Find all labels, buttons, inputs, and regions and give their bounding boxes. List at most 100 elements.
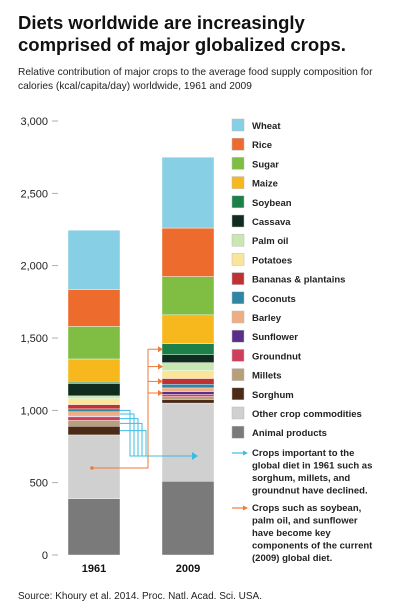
- annotation-arrowhead-rise: [158, 346, 163, 353]
- bar-segment-2009-sugar: [161, 276, 215, 316]
- annotation-arrowhead-rise: [158, 363, 163, 370]
- bar-segment-2009-barley: [161, 387, 215, 392]
- legend-swatch: [231, 349, 245, 362]
- legend-label: Sunflower: [252, 332, 298, 343]
- annotation-arrowhead-decline: [192, 452, 198, 460]
- note-text-line: palm oil, and sunflower: [252, 516, 358, 527]
- note-text-line: (2009) global diet.: [252, 553, 332, 564]
- legend-label: Palm oil: [252, 236, 288, 247]
- note-text-line: Crops such as soybean,: [252, 503, 361, 514]
- bar-segment-2009-sunflower: [161, 391, 215, 395]
- legend-swatch: [231, 387, 245, 401]
- note-text-line: components of the current: [252, 541, 373, 552]
- bar-segment-2009-bananas-plantains: [161, 378, 215, 385]
- annotation-arrowhead-rise: [158, 378, 163, 385]
- bar-segment-1961-bananas-plantains: [67, 404, 121, 410]
- legend-swatch: [231, 329, 245, 343]
- legend-label: Wheat: [252, 121, 281, 132]
- legend-swatch: [231, 157, 245, 170]
- y-tick-label: 2,500: [20, 188, 48, 200]
- legend-swatch: [231, 233, 245, 247]
- bar-segment-2009-animal-products: [161, 481, 215, 556]
- legend-label: Coconuts: [252, 294, 296, 305]
- legend-swatch: [231, 195, 245, 209]
- x-category-label: 2009: [176, 563, 200, 575]
- note-text-line: groundnut have declined.: [252, 486, 368, 497]
- legend-label: Other crop commodities: [252, 409, 362, 420]
- legend-label: Animal products: [252, 428, 327, 439]
- legend-label: Rice: [252, 140, 272, 151]
- bar-segment-2009-maize: [161, 314, 215, 344]
- annotation-arrow-decline: [120, 430, 192, 457]
- bar-segment-1961-coconuts: [67, 408, 121, 412]
- bar-segment-1961-millets: [67, 420, 121, 427]
- legend-swatch: [231, 137, 245, 151]
- bar-segment-2009-palm-oil: [161, 362, 215, 371]
- legend-swatch: [231, 272, 245, 285]
- note-marker-head: [243, 450, 248, 456]
- legend-label: Sorghum: [252, 390, 294, 401]
- legend-swatch: [231, 406, 245, 420]
- bar-segment-1961-sorghum: [67, 426, 121, 436]
- legend-swatch: [231, 214, 245, 228]
- bar-segment-2009-coconuts: [161, 384, 215, 389]
- legend-label: Barley: [252, 313, 282, 324]
- legend-label: Bananas & plantains: [252, 275, 345, 286]
- bar-segment-1961-groundnut: [67, 416, 121, 421]
- note-text-line: have become key: [252, 528, 331, 539]
- legend-label: Cassava: [252, 217, 291, 228]
- bar-segment-1961-maize: [67, 358, 121, 383]
- y-tick-label: 1,500: [20, 333, 48, 345]
- bar-segment-1961-palm-oil: [67, 395, 121, 399]
- bar-segment-2009-sorghum: [161, 399, 215, 404]
- bar-segment-1961-wheat: [67, 230, 121, 290]
- page-subtitle: Relative contribution of major crops to …: [18, 67, 373, 92]
- source-note: Source: Khoury et al. 2014. Proc. Natl. …: [18, 591, 263, 602]
- note-text-line: global diet in 1961 such as: [252, 461, 372, 472]
- bar-segment-2009-rice: [161, 227, 215, 277]
- bar-segment-1961-sugar: [67, 326, 121, 360]
- annotation-arrowhead-rise: [158, 389, 163, 396]
- y-tick-label: 3,000: [20, 116, 48, 128]
- legend-label: Millets: [252, 371, 282, 382]
- bar-segment-2009-cassava: [161, 354, 215, 363]
- bar-segment-2009-wheat: [161, 156, 215, 229]
- bar-segment-2009-other-crop-commodities: [161, 402, 215, 482]
- x-category-label: 1961: [82, 563, 106, 575]
- page-title: Diets worldwide are increasingly compris…: [18, 12, 346, 55]
- bar-segment-1961-animal-products: [67, 498, 121, 556]
- bar-segment-1961-other-crop-commodities: [67, 434, 121, 499]
- legend-swatch: [231, 176, 245, 189]
- y-tick-label: 1,000: [20, 405, 48, 417]
- y-tick-label: 2,000: [20, 261, 48, 273]
- legend-swatch: [231, 425, 245, 439]
- note-text-line: sorghum, millets, and: [252, 473, 350, 484]
- bar-segment-1961-cassava: [67, 383, 121, 397]
- legend-swatch: [231, 310, 245, 324]
- legend-swatch: [231, 368, 245, 381]
- note-text-line: Crops important to the: [252, 448, 354, 459]
- y-tick-label: 0: [42, 550, 48, 562]
- legend-label: Groundnut: [252, 351, 302, 362]
- legend-label: Maize: [252, 179, 278, 190]
- legend-swatch: [231, 118, 245, 132]
- legend-label: Soybean: [252, 198, 292, 209]
- legend-swatch: [231, 291, 245, 305]
- note-marker-head: [243, 505, 248, 511]
- bar-segment-2009-soybean: [161, 343, 215, 355]
- y-tick-label: 500: [30, 478, 48, 490]
- legend-label: Potatoes: [252, 255, 292, 266]
- bar-segment-1961-soybean: [67, 381, 121, 384]
- bar-segment-1961-potatoes: [67, 398, 121, 405]
- bar-segment-2009-potatoes: [161, 370, 215, 379]
- bar-segment-2009-groundnut: [161, 394, 215, 397]
- bar-segment-1961-barley: [67, 411, 121, 417]
- annotation-arrow-rise-stem: [92, 349, 149, 469]
- bar-segment-1961-rice: [67, 289, 121, 327]
- legend-swatch: [231, 253, 245, 266]
- annotation-dot: [90, 466, 94, 470]
- bar-segment-2009-millets: [161, 396, 215, 400]
- legend-label: Sugar: [252, 159, 279, 170]
